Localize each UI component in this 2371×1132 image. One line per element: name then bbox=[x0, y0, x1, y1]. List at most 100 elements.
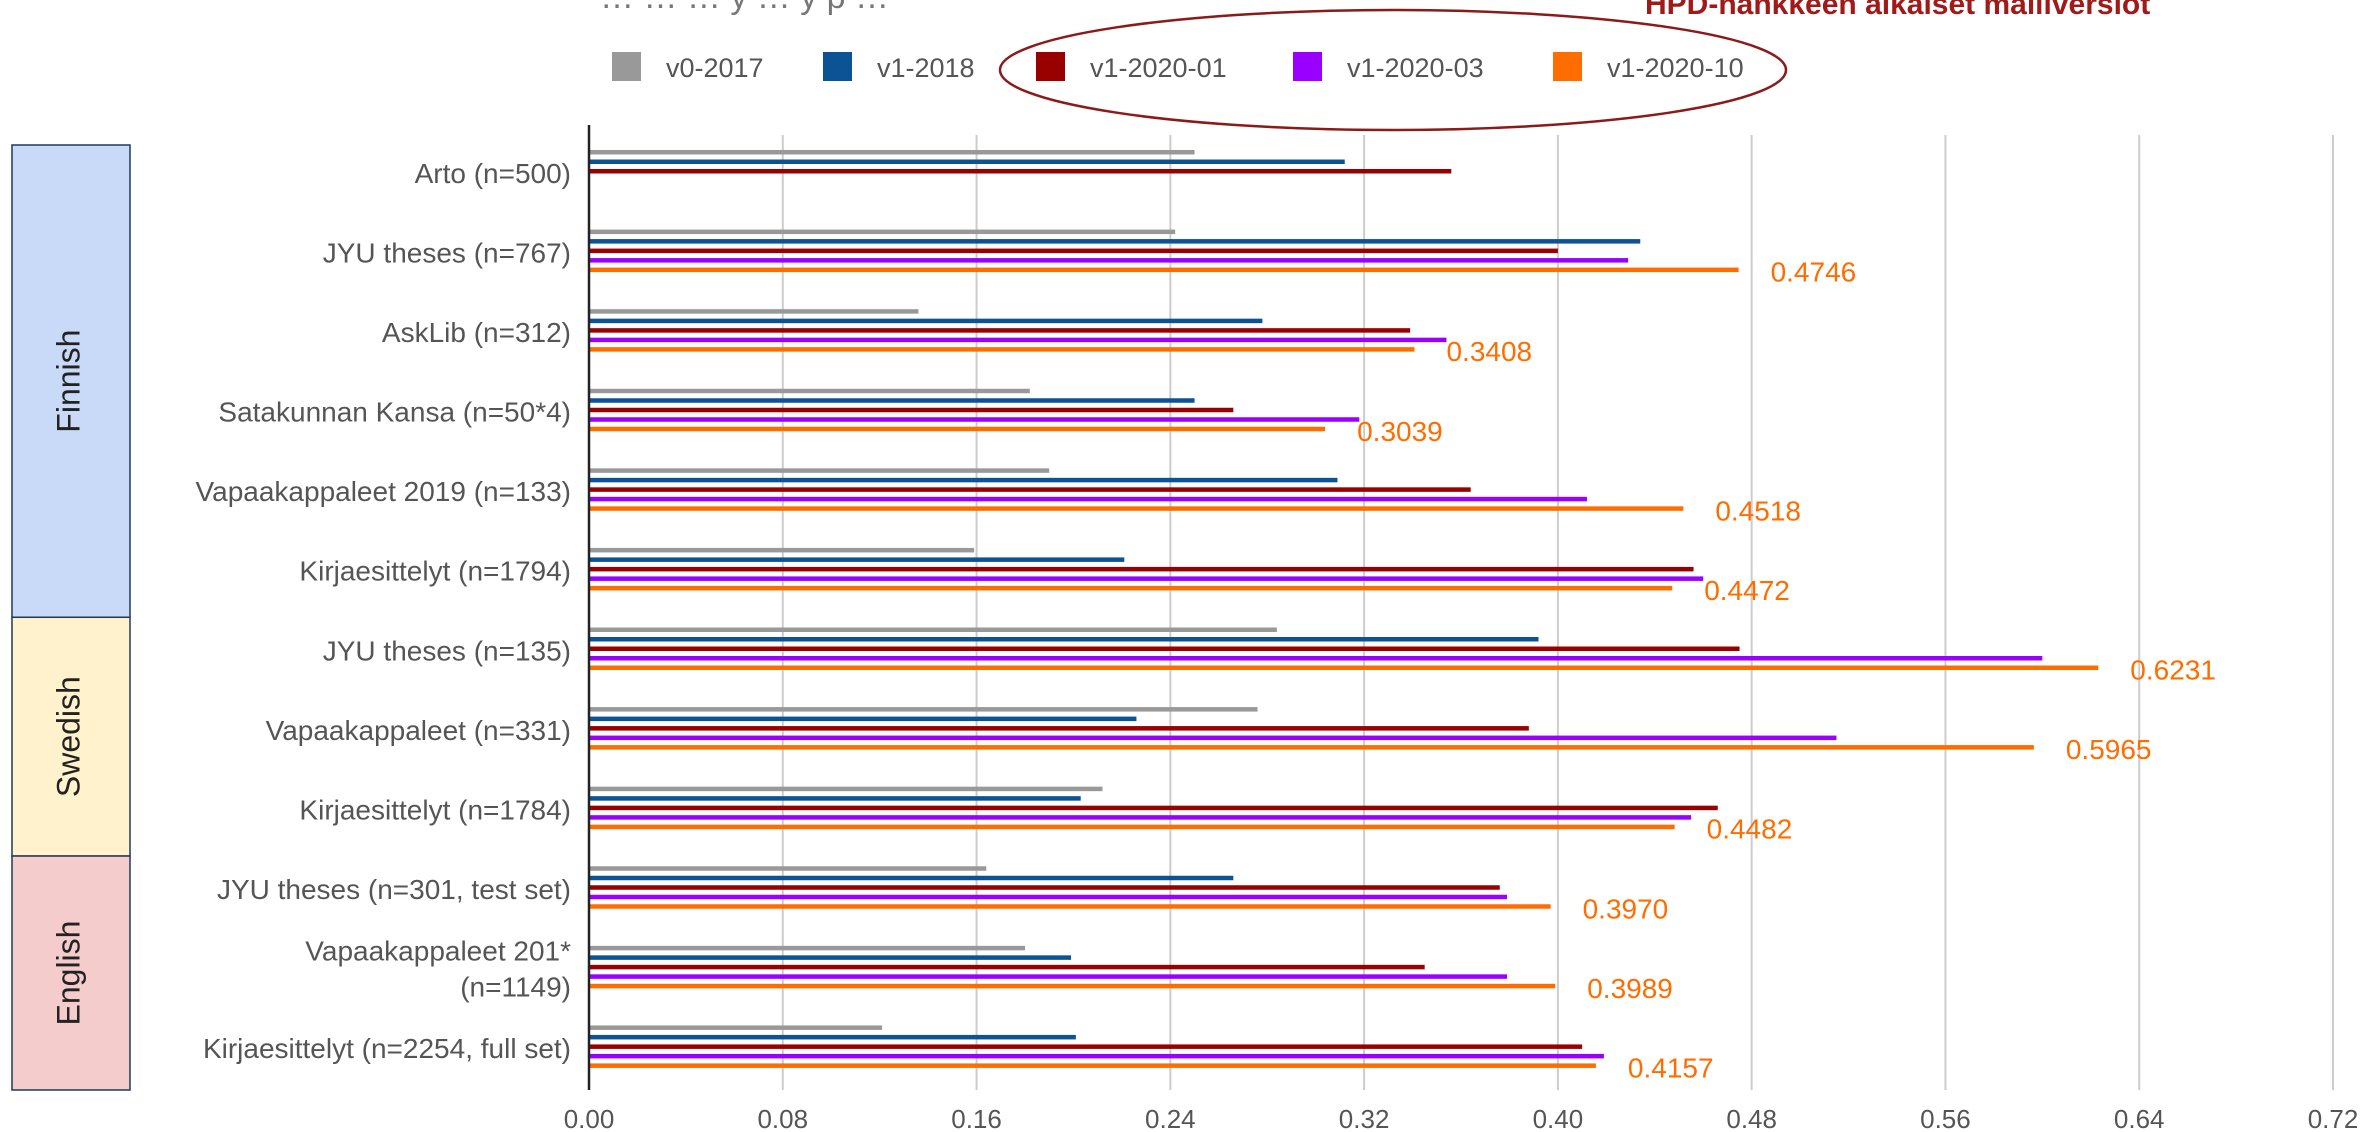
bar bbox=[589, 328, 1411, 333]
legend-swatch bbox=[1553, 52, 1582, 81]
category-label: JYU theses (n=301, test set) bbox=[217, 874, 571, 905]
value-label: 0.5965 bbox=[2066, 734, 2152, 765]
category-label: Satakunnan Kansa (n=50*4) bbox=[218, 397, 571, 428]
bar-layer bbox=[589, 150, 2099, 1068]
group-layer: Finnish Swedish English bbox=[11, 144, 131, 1091]
bar bbox=[589, 248, 1558, 254]
bar bbox=[589, 566, 1694, 572]
grid-layer bbox=[781, 135, 2334, 1090]
value-label: 0.4472 bbox=[1704, 575, 1790, 606]
bar bbox=[589, 1053, 1604, 1059]
value-label: 0.4482 bbox=[1707, 814, 1793, 845]
legend-swatch bbox=[1036, 52, 1065, 81]
value-label: 0.4746 bbox=[1771, 257, 1857, 288]
bar bbox=[589, 726, 1529, 731]
category-label: JYU theses (n=135) bbox=[323, 635, 571, 666]
bar bbox=[589, 426, 1326, 432]
legend-label: v1-2020-03 bbox=[1347, 53, 1484, 83]
title-layer: … … … y … y p … HPD-hankkeen alkaiset ma… bbox=[600, 0, 2150, 21]
bar bbox=[589, 547, 975, 553]
legend: v0-2017 v1-2018 v1-2020-01 v1-2020-03 v1-202… bbox=[612, 8, 1788, 132]
category-label: Arto (n=500) bbox=[415, 158, 571, 189]
group-label: Finnish bbox=[50, 330, 86, 433]
legend-swatch bbox=[612, 52, 641, 81]
group-panel bbox=[11, 616, 131, 857]
bar bbox=[589, 955, 1072, 960]
legend-label: v1-2020-10 bbox=[1607, 53, 1744, 83]
label-layer: Arto (n=500) JYU theses (n=767) 0.4746 AskL… bbox=[196, 158, 2216, 1084]
category-label: Vapaakappaleet 2019 (n=133) bbox=[196, 476, 571, 507]
value-label: 0.3989 bbox=[1587, 973, 1673, 1004]
bar bbox=[589, 796, 1081, 801]
x-tick-label: 0.00 bbox=[564, 1104, 615, 1132]
x-tick-label: 0.48 bbox=[1726, 1104, 1777, 1132]
bar bbox=[589, 637, 1539, 642]
axis-layer: 0.00 0.08 0.16 0.24 0.32 0.40 0.48 0.56 0.64 0.72 bbox=[564, 125, 2359, 1132]
header-note: HPD-hankkeen alkaiset malliversiot bbox=[1645, 0, 2150, 21]
x-tick-label: 0.32 bbox=[1339, 1104, 1390, 1132]
bar bbox=[589, 557, 1125, 562]
bar bbox=[589, 885, 1500, 890]
legend-label: v1-2020-01 bbox=[1090, 53, 1227, 83]
value-label: 0.4518 bbox=[1715, 495, 1801, 526]
bar bbox=[589, 258, 1629, 263]
bar bbox=[589, 716, 1137, 722]
bar bbox=[589, 945, 1025, 951]
bar bbox=[589, 707, 1258, 712]
bar bbox=[589, 964, 1425, 970]
bar bbox=[589, 417, 1360, 422]
bar bbox=[589, 309, 919, 314]
bar bbox=[589, 229, 1176, 235]
bar bbox=[589, 1063, 1596, 1068]
category-label: JYU theses (n=767) bbox=[323, 237, 571, 268]
group-label: English bbox=[50, 921, 86, 1026]
bar bbox=[589, 983, 1556, 989]
category-label: Kirjaesittelyt (n=1794) bbox=[299, 556, 571, 587]
x-tick-label: 0.56 bbox=[1920, 1104, 1971, 1132]
value-label: 0.6231 bbox=[2130, 655, 2216, 686]
bar bbox=[589, 894, 1508, 900]
category-label: AskLib (n=312) bbox=[382, 317, 571, 348]
bar bbox=[589, 496, 1587, 502]
bar bbox=[589, 468, 1050, 473]
category-label: Kirjaesittelyt (n=1784) bbox=[299, 794, 571, 825]
legend-highlight-ellipse bbox=[998, 8, 1788, 132]
bar bbox=[589, 1034, 1076, 1040]
bar bbox=[589, 477, 1338, 483]
bar bbox=[589, 1044, 1583, 1049]
bar bbox=[589, 646, 1740, 651]
legend-swatch bbox=[1293, 52, 1322, 81]
bar bbox=[589, 866, 987, 871]
bar bbox=[589, 665, 2099, 670]
partial-title: … … … y … y p … bbox=[600, 0, 889, 16]
bar bbox=[589, 159, 1345, 164]
bar bbox=[589, 169, 1452, 174]
value-label: 0.4157 bbox=[1628, 1052, 1714, 1083]
category-label: Kirjaesittelyt (n=2254, full set) bbox=[203, 1033, 571, 1064]
x-tick-label: 0.16 bbox=[951, 1104, 1002, 1132]
bar bbox=[589, 904, 1551, 909]
bar bbox=[589, 150, 1195, 155]
legend-label: v1-2018 bbox=[877, 53, 975, 83]
group-panel bbox=[11, 144, 131, 619]
bar bbox=[589, 576, 1704, 581]
bar bbox=[589, 318, 1263, 324]
bar bbox=[589, 1025, 883, 1030]
bar bbox=[589, 786, 1103, 792]
bar bbox=[589, 656, 2043, 661]
bar bbox=[589, 805, 1718, 811]
bar bbox=[589, 506, 1684, 511]
bar bbox=[589, 239, 1641, 244]
legend-label: v0-2017 bbox=[666, 53, 764, 83]
bar bbox=[589, 347, 1415, 352]
x-tick-label: 0.40 bbox=[1533, 1104, 1584, 1132]
value-label: 0.3970 bbox=[1583, 893, 1669, 924]
bar bbox=[589, 337, 1447, 343]
bar bbox=[589, 388, 1030, 394]
bar bbox=[589, 735, 1837, 741]
bar bbox=[589, 824, 1675, 830]
x-tick-label: 0.08 bbox=[757, 1104, 808, 1132]
x-tick-label: 0.72 bbox=[2308, 1104, 2359, 1132]
bar bbox=[589, 487, 1471, 492]
